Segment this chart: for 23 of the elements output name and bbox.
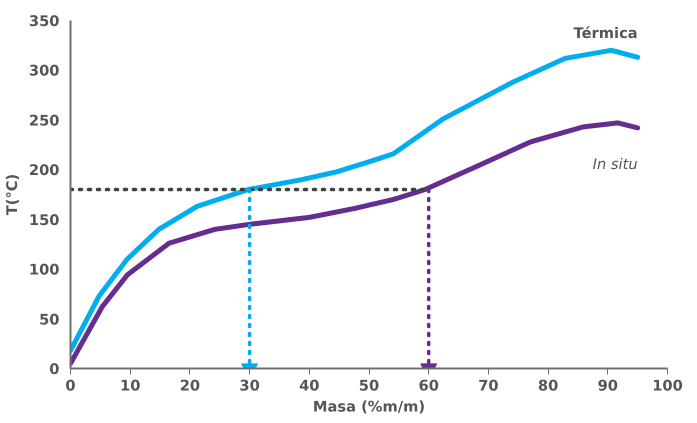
x-tick-label: 0 <box>65 378 76 394</box>
y-tick-label: 0 <box>49 361 60 378</box>
y-tick-label: 150 <box>28 212 60 229</box>
x-tick-label: 40 <box>299 378 320 394</box>
x-tick-label: 90 <box>598 378 618 394</box>
x-tick-label: 10 <box>120 378 140 394</box>
series-label: Térmica <box>574 24 638 42</box>
series-label: In situ <box>592 156 638 174</box>
x-tick-label: 70 <box>478 378 499 394</box>
x-tick-label: 20 <box>180 378 200 394</box>
x-tick-label: 30 <box>239 378 260 394</box>
y-tick-label: 300 <box>28 62 60 80</box>
y-tick-label: 100 <box>28 262 60 279</box>
x-tick-label: 80 <box>538 378 558 394</box>
y-axis-title: T(°C) <box>4 174 21 216</box>
y-tick-label: 200 <box>28 162 60 180</box>
x-tick-label: 50 <box>358 378 380 394</box>
x-tick-label: 60 <box>418 378 439 394</box>
y-tick-label: 50 <box>39 311 60 328</box>
x-axis-title: Masa (%m/m) <box>312 398 426 416</box>
y-tick-label: 350 <box>28 13 60 30</box>
y-tick-label: 250 <box>28 112 60 130</box>
x-tick-label: 100 <box>652 378 683 394</box>
